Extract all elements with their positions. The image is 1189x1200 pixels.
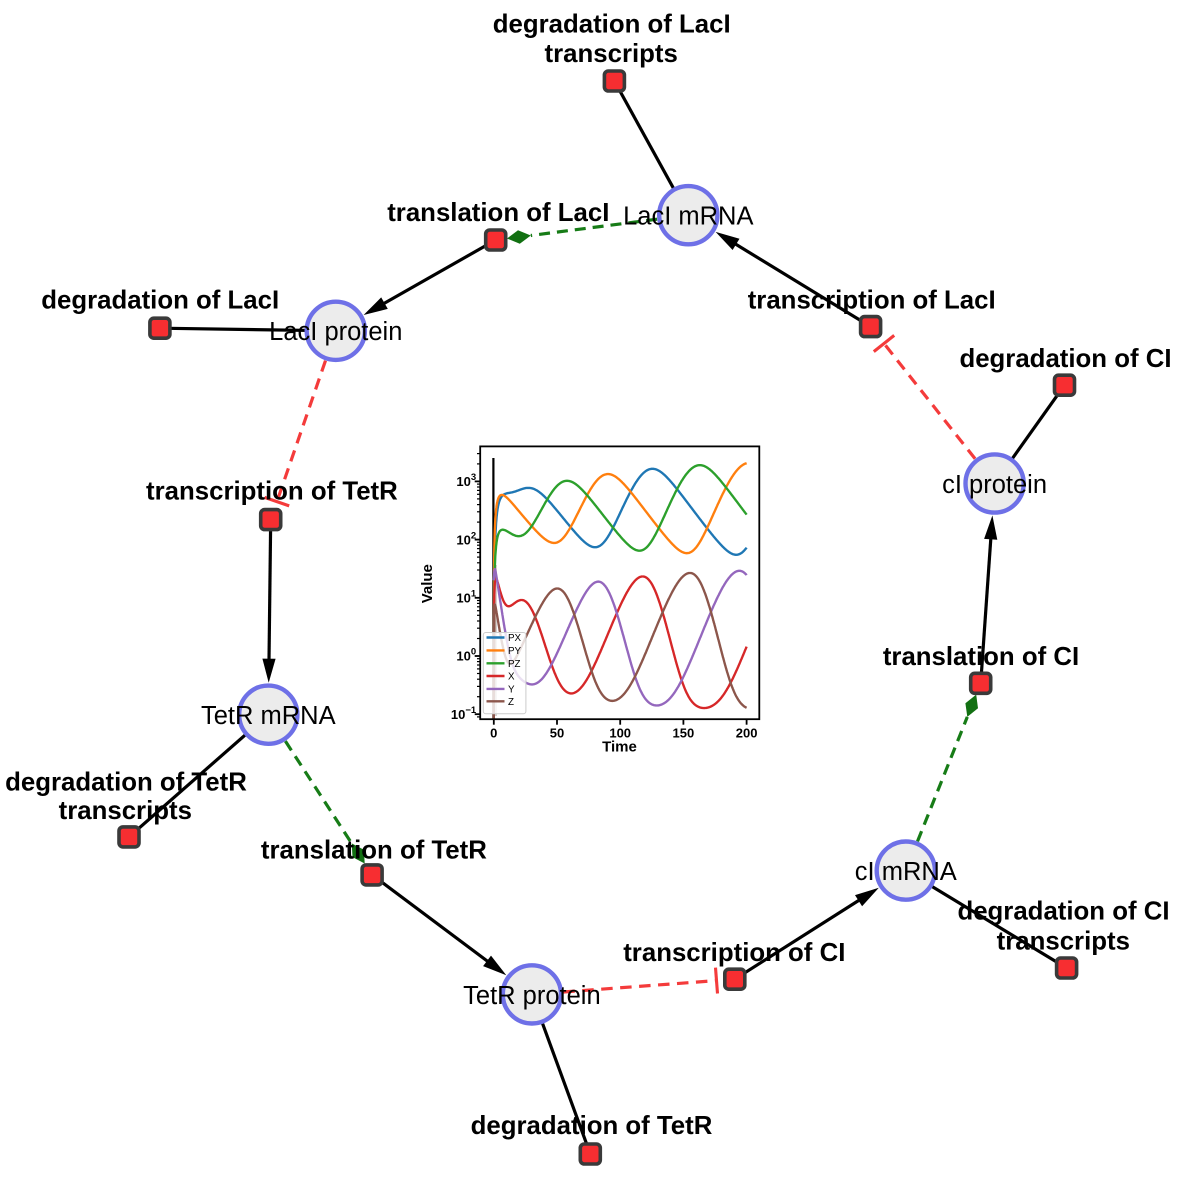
svg-text:degradation of LacI: degradation of LacI (493, 11, 731, 39)
svg-text:PZ: PZ (508, 659, 521, 670)
svg-text:transcripts: transcripts (59, 797, 192, 825)
svg-text:cI protein: cI protein (942, 471, 1047, 499)
svg-text:transcription of LacI: transcription of LacI (748, 286, 996, 314)
svg-text:Time: Time (602, 739, 637, 756)
svg-text:LacI mRNA: LacI mRNA (623, 203, 753, 231)
svg-text:transcripts: transcripts (545, 40, 678, 68)
svg-text:150: 150 (673, 725, 695, 740)
svg-text:Value: Value (419, 564, 436, 603)
svg-text:PY: PY (508, 646, 522, 657)
svg-text:200: 200 (736, 725, 758, 740)
svg-text:LacI protein: LacI protein (269, 318, 402, 346)
svg-text:100: 100 (609, 725, 631, 740)
svg-text:cI mRNA: cI mRNA (855, 858, 957, 886)
svg-text:Z: Z (508, 697, 514, 708)
svg-text:transcription of TetR: transcription of TetR (146, 478, 398, 506)
svg-text:degradation of TetR: degradation of TetR (471, 1112, 713, 1140)
svg-text:degradation of CI: degradation of CI (959, 345, 1171, 373)
svg-text:TetR protein: TetR protein (463, 982, 601, 1010)
svg-text:TetR mRNA: TetR mRNA (201, 702, 336, 730)
svg-text:0: 0 (490, 725, 497, 740)
svg-text:transcription of CI: transcription of CI (623, 939, 845, 967)
svg-text:translation of TetR: translation of TetR (261, 836, 487, 864)
svg-text:transcripts: transcripts (997, 927, 1130, 955)
svg-text:translation of CI: translation of CI (883, 643, 1079, 671)
svg-text:Y: Y (508, 684, 515, 695)
svg-text:PX: PX (508, 633, 522, 644)
svg-text:degradation of CI: degradation of CI (957, 897, 1169, 925)
svg-text:translation of LacI: translation of LacI (387, 199, 609, 227)
svg-text:degradation of LacI: degradation of LacI (41, 287, 279, 315)
svg-text:X: X (508, 672, 515, 683)
svg-text:50: 50 (550, 725, 564, 740)
svg-text:degradation of TetR: degradation of TetR (5, 769, 247, 797)
